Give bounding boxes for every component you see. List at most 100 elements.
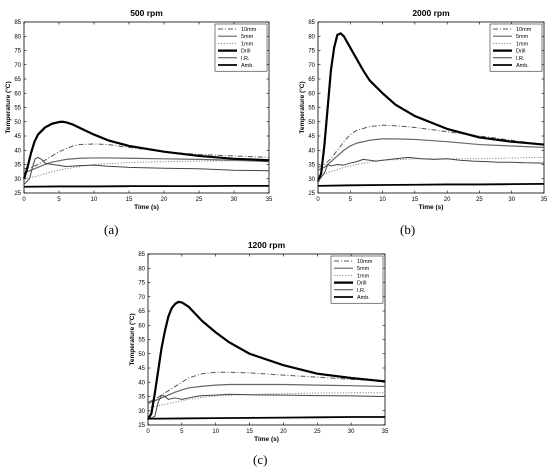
series-line-drill (316, 32, 545, 182)
series-line-1mm (147, 392, 385, 409)
x-tick-label: 25 (476, 197, 483, 203)
x-axis-label: Time (s) (419, 204, 444, 211)
y-tick-label: 80 (308, 34, 315, 40)
legend-label: I.R. (516, 56, 525, 62)
legend-label: Amb. (241, 63, 254, 69)
y-tick-label: 60 (138, 323, 145, 329)
legend-label: Amb. (516, 63, 529, 69)
x-tick-label: 20 (280, 429, 287, 435)
legend-box (214, 23, 268, 72)
y-tick-label: 25 (308, 191, 315, 197)
legend-label: Drill (516, 49, 525, 55)
x-tick-label: 10 (379, 197, 386, 203)
chart-title: 500 rpm (130, 8, 163, 18)
x-tick-label: 0 (22, 197, 26, 203)
y-tick-label: 40 (308, 148, 315, 154)
y-tick-label: 30 (138, 409, 145, 415)
legend-label: 5mm (241, 34, 254, 40)
series-line-5mm (23, 157, 270, 174)
caption-b: (b) (400, 222, 416, 237)
series-line-amb (23, 184, 269, 188)
caption-a: (a) (104, 222, 119, 237)
legend-label: Drill (241, 49, 250, 55)
x-axis-label: Time (s) (254, 436, 279, 443)
x-tick-label: 25 (314, 429, 321, 435)
x-tick-label: 20 (444, 197, 451, 203)
y-tick-label: 50 (308, 120, 315, 126)
series-line-1mm (317, 156, 545, 177)
series-line-amb (317, 182, 545, 187)
y-tick-label: 45 (308, 134, 315, 140)
x-tick-label: 30 (231, 197, 238, 203)
legend-box (330, 255, 384, 304)
x-tick-label: 5 (180, 429, 184, 435)
legend-label: 1mm (241, 41, 254, 47)
series-line-amb (147, 416, 385, 420)
x-tick-label: 5 (57, 197, 61, 203)
x-tick-label: 30 (508, 197, 515, 203)
chart-1: 2000 rpm 0 5 10 15 20 25 30 35 25 30 35 40 45 50 55 60 65… (298, 8, 548, 211)
series-line-1mm (23, 160, 270, 180)
y-tick-label: 60 (14, 91, 21, 97)
y-tick-label: 50 (14, 120, 21, 126)
legend-label: Drill (357, 281, 366, 287)
legend-label: I.R. (241, 56, 250, 62)
y-tick-label: 25 (14, 191, 21, 197)
y-tick-label: 40 (138, 380, 145, 386)
x-tick-label: 0 (146, 429, 150, 435)
y-tick-label: 85 (138, 252, 145, 258)
series-line-5mm (317, 138, 545, 171)
x-tick-label: 0 (316, 197, 320, 203)
y-tick-label: 85 (308, 20, 315, 26)
caption-c: (c) (253, 452, 268, 467)
legend-box (489, 23, 543, 72)
series-line-drill (147, 300, 386, 420)
x-tick-label: 35 (382, 429, 389, 435)
y-tick-label: 85 (14, 20, 21, 26)
chart-title: 1200 rpm (248, 240, 286, 250)
y-tick-label: 35 (138, 395, 145, 401)
y-tick-label: 65 (138, 309, 145, 315)
y-tick-label: 75 (138, 281, 145, 287)
y-tick-label: 50 (138, 352, 145, 358)
y-tick-label: 40 (14, 148, 21, 154)
y-tick-label: 65 (308, 77, 315, 83)
series-line-drill (22, 120, 270, 180)
y-tick-label: 55 (138, 338, 145, 344)
series-line-ir (23, 156, 270, 185)
y-tick-label: 35 (14, 163, 21, 169)
y-tick-label: 70 (308, 63, 315, 69)
x-tick-label: 35 (266, 197, 273, 203)
x-axis-label: Time (s) (134, 204, 159, 211)
legend-label: 1mm (357, 273, 370, 279)
x-tick-label: 30 (348, 429, 355, 435)
legend-label: 5mm (357, 266, 370, 272)
y-tick-label: 75 (14, 49, 21, 55)
series-line-10mm (147, 371, 386, 403)
legend-label: I.R. (357, 288, 366, 294)
series-line-ir (317, 156, 545, 182)
y-tick-label: 80 (138, 266, 145, 272)
chart-2: 1200 rpm 0 5 10 15 20 25 30 35 25 30 35 40 45 50 55 60 65… (128, 240, 389, 443)
y-tick-label: 65 (14, 77, 21, 83)
chart-title: 2000 rpm (412, 8, 450, 18)
y-tick-label: 80 (14, 34, 21, 40)
y-axis-label: Temperature (°C) (4, 81, 12, 133)
x-tick-label: 10 (212, 429, 219, 435)
x-tick-label: 5 (349, 197, 353, 203)
x-tick-label: 10 (91, 197, 98, 203)
series-line-ir (147, 393, 386, 420)
x-tick-label: 25 (196, 197, 203, 203)
x-tick-label: 20 (161, 197, 168, 203)
y-tick-label: 60 (308, 91, 315, 97)
legend-label: 5mm (516, 34, 529, 40)
y-tick-label: 35 (308, 163, 315, 169)
x-tick-label: 15 (126, 197, 133, 203)
y-tick-label: 70 (14, 63, 21, 69)
y-tick-label: 70 (138, 295, 145, 301)
legend-label: 1mm (516, 41, 529, 47)
